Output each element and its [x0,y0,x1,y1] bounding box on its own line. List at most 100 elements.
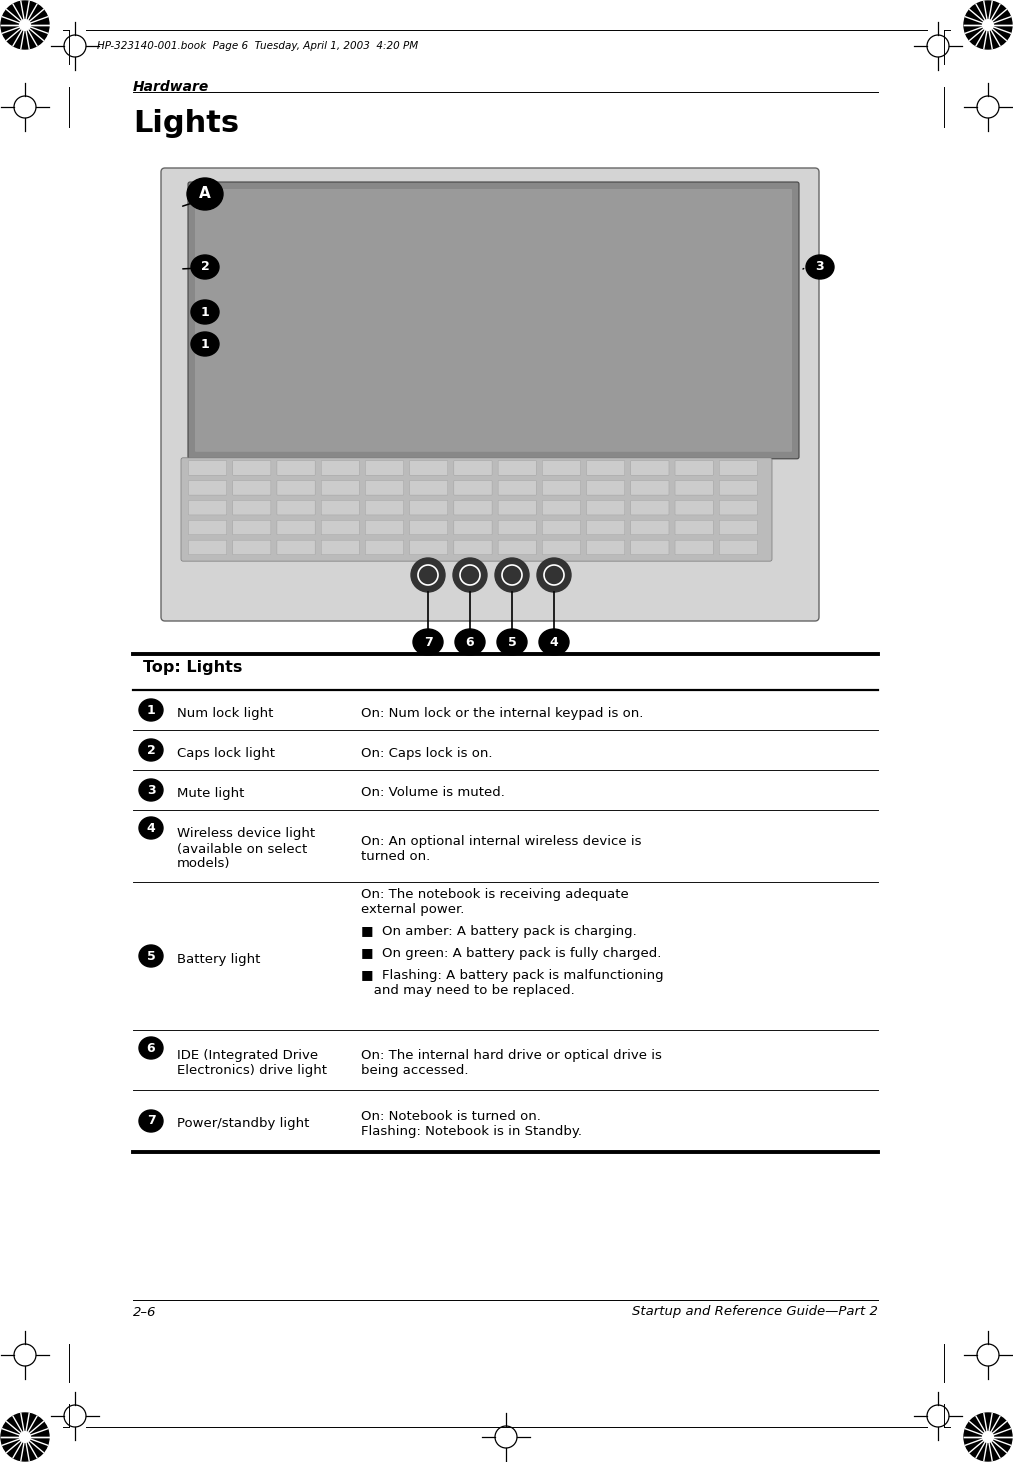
Text: On: The notebook is receiving adequate: On: The notebook is receiving adequate [361,887,629,901]
Ellipse shape [191,254,219,279]
Circle shape [964,1,1012,50]
FancyBboxPatch shape [675,461,713,475]
FancyBboxPatch shape [409,500,448,515]
Text: Top: Lights: Top: Lights [143,659,242,675]
Text: Hardware: Hardware [133,80,210,94]
Ellipse shape [139,779,163,801]
FancyBboxPatch shape [542,481,580,496]
FancyBboxPatch shape [233,461,270,475]
FancyBboxPatch shape [188,500,227,515]
Text: 3: 3 [815,260,825,273]
Circle shape [983,19,994,31]
FancyBboxPatch shape [719,520,758,535]
Text: 2–6: 2–6 [133,1306,156,1319]
FancyBboxPatch shape [321,461,360,475]
Text: On: An optional internal wireless device is: On: An optional internal wireless device… [361,835,641,848]
Ellipse shape [191,300,219,325]
FancyBboxPatch shape [194,189,792,452]
FancyBboxPatch shape [498,500,536,515]
FancyBboxPatch shape [454,481,492,496]
Text: On: The internal hard drive or optical drive is: On: The internal hard drive or optical d… [361,1050,661,1061]
Text: 4: 4 [147,822,155,835]
FancyBboxPatch shape [233,520,270,535]
Text: 6: 6 [466,636,474,649]
Text: 7: 7 [147,1114,155,1127]
FancyBboxPatch shape [675,539,713,554]
FancyBboxPatch shape [277,461,315,475]
Text: 1: 1 [201,338,210,351]
Circle shape [453,558,487,592]
Text: 7: 7 [423,636,433,649]
Circle shape [983,1431,994,1443]
Ellipse shape [139,1037,163,1058]
FancyBboxPatch shape [366,461,403,475]
Text: A: A [200,187,211,202]
Text: Battery light: Battery light [177,953,260,965]
Circle shape [495,558,529,592]
FancyBboxPatch shape [366,520,403,535]
FancyBboxPatch shape [454,461,492,475]
Text: 1: 1 [201,306,210,319]
Ellipse shape [191,332,219,357]
Text: Electronics) drive light: Electronics) drive light [177,1064,327,1077]
FancyBboxPatch shape [542,461,580,475]
Text: 2: 2 [201,260,210,273]
FancyBboxPatch shape [321,520,360,535]
FancyBboxPatch shape [277,539,315,554]
Circle shape [537,558,571,592]
FancyBboxPatch shape [587,481,625,496]
Text: On: Volume is muted.: On: Volume is muted. [361,787,504,800]
Ellipse shape [139,1110,163,1132]
FancyBboxPatch shape [321,539,360,554]
Ellipse shape [139,944,163,966]
Circle shape [19,19,30,31]
Circle shape [19,1431,30,1443]
FancyBboxPatch shape [188,481,227,496]
FancyBboxPatch shape [409,481,448,496]
Text: On: Num lock or the internal keypad is on.: On: Num lock or the internal keypad is o… [361,706,643,719]
Text: 5: 5 [508,636,517,649]
FancyBboxPatch shape [631,500,669,515]
FancyBboxPatch shape [719,461,758,475]
FancyBboxPatch shape [498,461,536,475]
Text: 1: 1 [147,703,155,716]
Text: 4: 4 [550,636,558,649]
FancyBboxPatch shape [719,539,758,554]
FancyBboxPatch shape [233,539,270,554]
FancyBboxPatch shape [498,539,536,554]
FancyBboxPatch shape [675,520,713,535]
FancyBboxPatch shape [719,481,758,496]
Text: 6: 6 [147,1041,155,1054]
Text: and may need to be replaced.: and may need to be replaced. [361,984,574,997]
Ellipse shape [539,629,569,655]
FancyBboxPatch shape [498,520,536,535]
FancyBboxPatch shape [188,181,799,459]
FancyBboxPatch shape [719,500,758,515]
FancyBboxPatch shape [321,481,360,496]
FancyBboxPatch shape [631,481,669,496]
FancyBboxPatch shape [542,539,580,554]
FancyBboxPatch shape [587,539,625,554]
FancyBboxPatch shape [366,539,403,554]
FancyBboxPatch shape [233,500,270,515]
Text: (available on select: (available on select [177,842,307,855]
Text: 2: 2 [147,744,155,756]
Text: external power.: external power. [361,904,464,917]
Ellipse shape [139,699,163,721]
FancyBboxPatch shape [631,520,669,535]
FancyBboxPatch shape [631,461,669,475]
FancyBboxPatch shape [233,481,270,496]
Text: Flashing: Notebook is in Standby.: Flashing: Notebook is in Standby. [361,1124,582,1137]
FancyBboxPatch shape [409,520,448,535]
Text: Caps lock light: Caps lock light [177,747,275,759]
Text: Startup and Reference Guide—Part 2: Startup and Reference Guide—Part 2 [632,1306,878,1319]
FancyBboxPatch shape [277,500,315,515]
Circle shape [411,558,445,592]
FancyBboxPatch shape [277,520,315,535]
Text: ■  On green: A battery pack is fully charged.: ■ On green: A battery pack is fully char… [361,947,661,961]
Ellipse shape [139,738,163,762]
FancyBboxPatch shape [454,500,492,515]
Circle shape [1,1412,49,1461]
FancyBboxPatch shape [587,461,625,475]
Ellipse shape [139,817,163,839]
